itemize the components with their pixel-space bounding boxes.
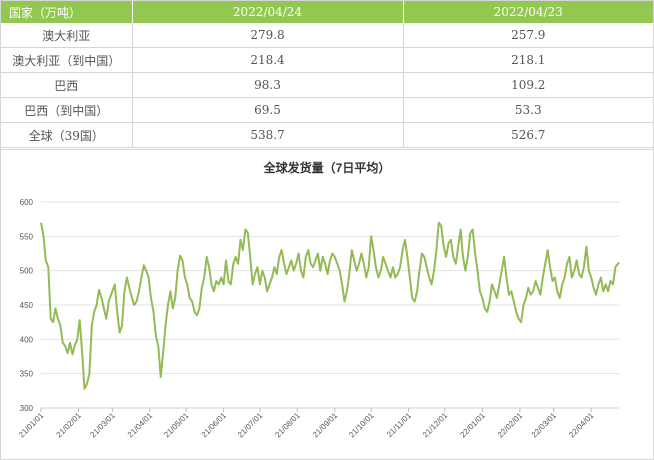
row-value-1: 279.8	[132, 23, 404, 48]
row-label: 巴西	[1, 72, 133, 98]
x-tick-label: 21/08/01	[273, 411, 302, 440]
y-tick-label: 300	[20, 404, 34, 413]
table-row: 澳大利亚（到中国） 218.4 218.1	[1, 47, 653, 73]
x-tick-label: 22/02/01	[496, 411, 525, 440]
x-tick-label: 21/11/01	[385, 411, 413, 439]
x-tick-label: 21/12/01	[421, 411, 450, 440]
x-tick-label: 21/03/01	[88, 411, 117, 440]
x-tick-label: 21/05/01	[162, 411, 191, 440]
x-tick-label: 21/07/01	[236, 411, 265, 440]
row-value-2: 218.1	[403, 47, 653, 73]
x-tick-label: 22/01/01	[458, 411, 487, 440]
shipment-line-chart: 全球发货量（7日平均） 300 350 400 450 500 550 600 21/01/…	[17, 160, 620, 439]
row-value-1: 538.7	[132, 122, 404, 148]
table-row: 澳大利亚 279.8 257.9	[1, 23, 653, 48]
grid	[41, 201, 619, 409]
chart-panel: 全球发货量（7日平均） 300 350 400 450 500 550 600 21/01/…	[1, 149, 653, 460]
x-tick-label: 21/02/01	[55, 411, 84, 440]
y-tick-label: 350	[20, 370, 34, 379]
x-tick-label: 21/01/01	[17, 411, 46, 440]
x-tick-label: 21/06/01	[200, 411, 229, 440]
header-country: 国家（万吨）	[1, 1, 133, 23]
x-tick-label: 22/03/01	[530, 411, 559, 440]
y-tick-label: 500	[20, 267, 34, 276]
x-tick-label: 21/09/01	[311, 411, 340, 440]
row-value-2: 109.2	[403, 72, 653, 98]
table-header-row: 国家（万吨） 2022/04/24 2022/04/23	[1, 1, 653, 23]
x-axis-ticks: 21/01/01 21/02/01 21/03/01 21/04/01 21/05/01…	[17, 408, 596, 439]
x-tick-label: 21/04/01	[126, 411, 155, 440]
table-row: 巴西（到中国） 69.5 53.3	[1, 97, 653, 123]
row-value-2: 53.3	[403, 97, 653, 123]
header-date-1: 2022/04/24	[132, 1, 404, 23]
row-value-2: 526.7	[403, 122, 653, 148]
y-tick-label: 550	[20, 232, 34, 241]
y-tick-label: 600	[20, 198, 34, 207]
y-tick-label: 450	[20, 301, 34, 310]
row-label: 巴西（到中国）	[1, 97, 133, 123]
shipment-table: 国家（万吨） 2022/04/24 2022/04/23 澳大利亚 279.8 …	[1, 1, 653, 148]
header-date-2: 2022/04/23	[403, 1, 653, 23]
row-label: 全球（39国）	[1, 122, 133, 148]
table-row: 巴西 98.3 109.2	[1, 72, 653, 98]
row-value-1: 98.3	[132, 72, 404, 98]
row-value-2: 257.9	[403, 23, 653, 48]
x-tick-label: 22/04/01	[567, 411, 596, 440]
chart-title: 全球发货量（7日平均）	[263, 160, 391, 175]
row-label: 澳大利亚（到中国）	[1, 47, 133, 73]
y-tick-label: 400	[20, 335, 34, 344]
x-tick-label: 21/10/01	[347, 411, 376, 440]
y-axis-ticks: 300 350 400 450 500 550 600	[20, 198, 34, 413]
series-line	[40, 221, 620, 390]
table-row: 全球（39国） 538.7 526.7	[1, 122, 653, 148]
row-value-1: 69.5	[132, 97, 404, 123]
row-label: 澳大利亚	[1, 23, 133, 48]
row-value-1: 218.4	[132, 47, 404, 73]
